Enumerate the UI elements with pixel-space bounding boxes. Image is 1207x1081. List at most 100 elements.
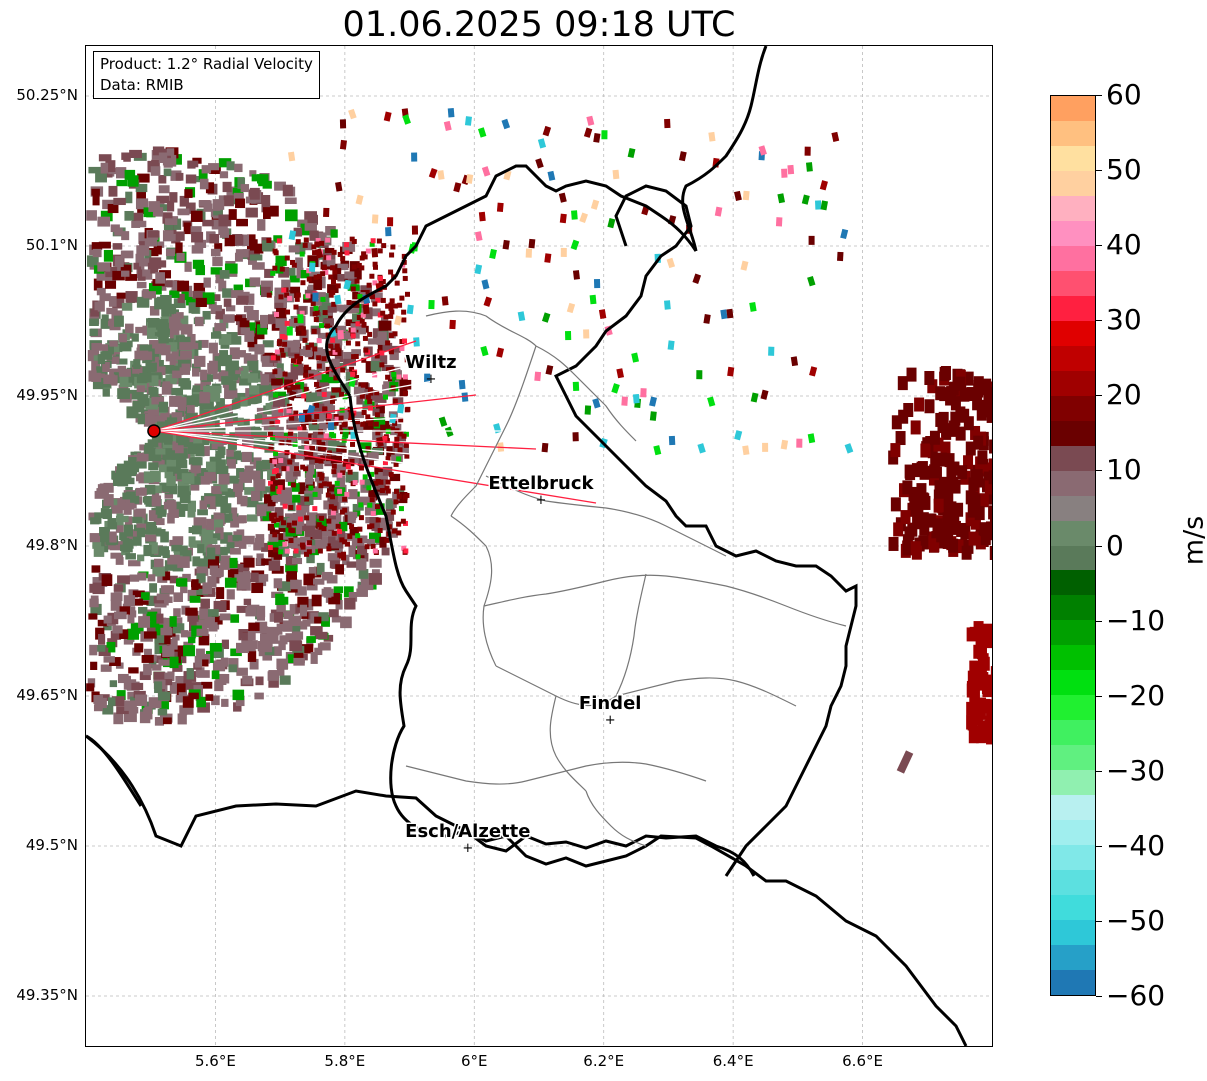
echo-pixel xyxy=(271,512,277,518)
echo-pixel xyxy=(316,355,322,361)
echo-pixel xyxy=(282,503,288,509)
echo-pixel xyxy=(541,442,549,453)
echo-pixel xyxy=(396,493,402,499)
echo-pixel xyxy=(326,518,332,524)
echo-pixel xyxy=(228,658,239,670)
echo-pixel xyxy=(361,357,367,363)
echo-pixel xyxy=(932,518,943,533)
echo-pixel xyxy=(294,586,307,596)
echo-pixel xyxy=(169,360,179,368)
echo-pixel xyxy=(929,538,940,553)
echo-pixel xyxy=(394,315,403,326)
echo-pixel xyxy=(374,504,380,510)
echo-pixel xyxy=(326,255,332,261)
echo-pixel xyxy=(146,595,159,606)
echo-pixel xyxy=(179,545,188,556)
echo-pixel xyxy=(369,558,382,568)
echo-pixel xyxy=(273,551,283,560)
echo-pixel xyxy=(349,527,359,536)
echo-pixel xyxy=(249,254,263,261)
echo-pixel xyxy=(374,393,387,403)
echo-pixel xyxy=(266,504,275,512)
colorbar-tick-label: −50 xyxy=(1106,903,1166,937)
colorbar-segment xyxy=(1051,470,1095,496)
echo-pixel xyxy=(193,437,203,444)
echo-pixel xyxy=(584,405,592,415)
echo-pixel xyxy=(280,520,286,526)
echo-pixel xyxy=(157,282,167,291)
echo-pixel xyxy=(328,455,342,464)
echo-pixel xyxy=(977,654,988,669)
echo-pixel xyxy=(301,424,307,430)
echo-pixel xyxy=(198,169,208,180)
echo-pixel xyxy=(306,551,315,564)
colorbar-label: m/s xyxy=(1178,515,1207,566)
echo-pixel xyxy=(327,284,339,294)
echo-pixel xyxy=(194,239,207,248)
echo-pixel xyxy=(113,584,124,592)
colorbar-segment xyxy=(1051,170,1095,196)
echo-pixel xyxy=(304,525,316,537)
echo-pixel xyxy=(220,657,229,667)
echo-pixel xyxy=(361,322,367,328)
echo-pixel xyxy=(314,402,320,408)
city-label: Findel xyxy=(579,693,642,714)
echo-pixel xyxy=(172,665,183,672)
echo-pixel xyxy=(177,437,190,446)
echo-pixel xyxy=(411,225,419,235)
echo-pixel xyxy=(292,626,301,633)
echo-pixel xyxy=(210,267,223,275)
echo-pixel xyxy=(217,446,226,455)
echo-pixel xyxy=(332,471,342,478)
colorbar-tick xyxy=(1096,695,1102,697)
colorbar-tick xyxy=(1096,545,1102,547)
echo-pixel xyxy=(406,304,414,315)
lat-tick-label: 50.1°N xyxy=(25,236,78,254)
echo-pixel xyxy=(360,382,366,388)
data-source-text: Data: RMIB xyxy=(100,76,184,94)
echo-pixel xyxy=(358,515,364,521)
echo-pixel xyxy=(945,391,956,406)
echo-pixel xyxy=(350,268,362,280)
echo-pixel xyxy=(179,491,191,504)
echo-pixel xyxy=(182,696,194,708)
echo-pixel xyxy=(306,392,317,403)
echo-pixel xyxy=(762,442,769,452)
echo-pixel xyxy=(342,539,348,545)
echo-pixel xyxy=(86,255,99,267)
echo-pixel xyxy=(249,457,262,465)
echo-pixel xyxy=(119,340,132,352)
echo-pixel xyxy=(937,418,948,433)
echo-pixel xyxy=(399,379,412,390)
colorbar-segment xyxy=(1051,295,1095,321)
echo-pixel xyxy=(321,391,327,397)
echo-pixel xyxy=(115,470,127,481)
echo-pixel xyxy=(186,296,196,306)
echo-pixel xyxy=(750,392,759,403)
echo-pixel xyxy=(260,320,268,328)
echo-pixel xyxy=(168,234,179,241)
echo-pixel xyxy=(950,411,961,426)
echo-pixel xyxy=(162,212,173,224)
radar-map: + Wiltz + Ettelbruck + Findel + Esch/Alzette xyxy=(85,45,993,1047)
echo-pixel xyxy=(260,633,273,644)
echo-pixel xyxy=(392,397,404,406)
echo-pixel xyxy=(281,279,291,291)
echo-pixel xyxy=(437,170,445,180)
echo-pixel xyxy=(193,355,206,367)
echo-pixel xyxy=(943,487,954,502)
echo-pixel xyxy=(920,443,931,458)
echo-pixel xyxy=(147,574,156,582)
echo-pixel xyxy=(950,520,961,535)
echo-pixel xyxy=(219,555,231,564)
echo-pixel xyxy=(385,303,391,309)
echo-pixel xyxy=(298,445,306,452)
echo-pixel xyxy=(375,430,381,436)
echo-pixel xyxy=(287,267,296,276)
echo-pixel xyxy=(92,537,102,549)
echo-pixel xyxy=(232,689,245,701)
echo-pixel xyxy=(447,108,455,118)
echo-pixel xyxy=(168,316,181,329)
echo-pixel xyxy=(316,363,322,369)
echo-pixel xyxy=(905,466,916,481)
